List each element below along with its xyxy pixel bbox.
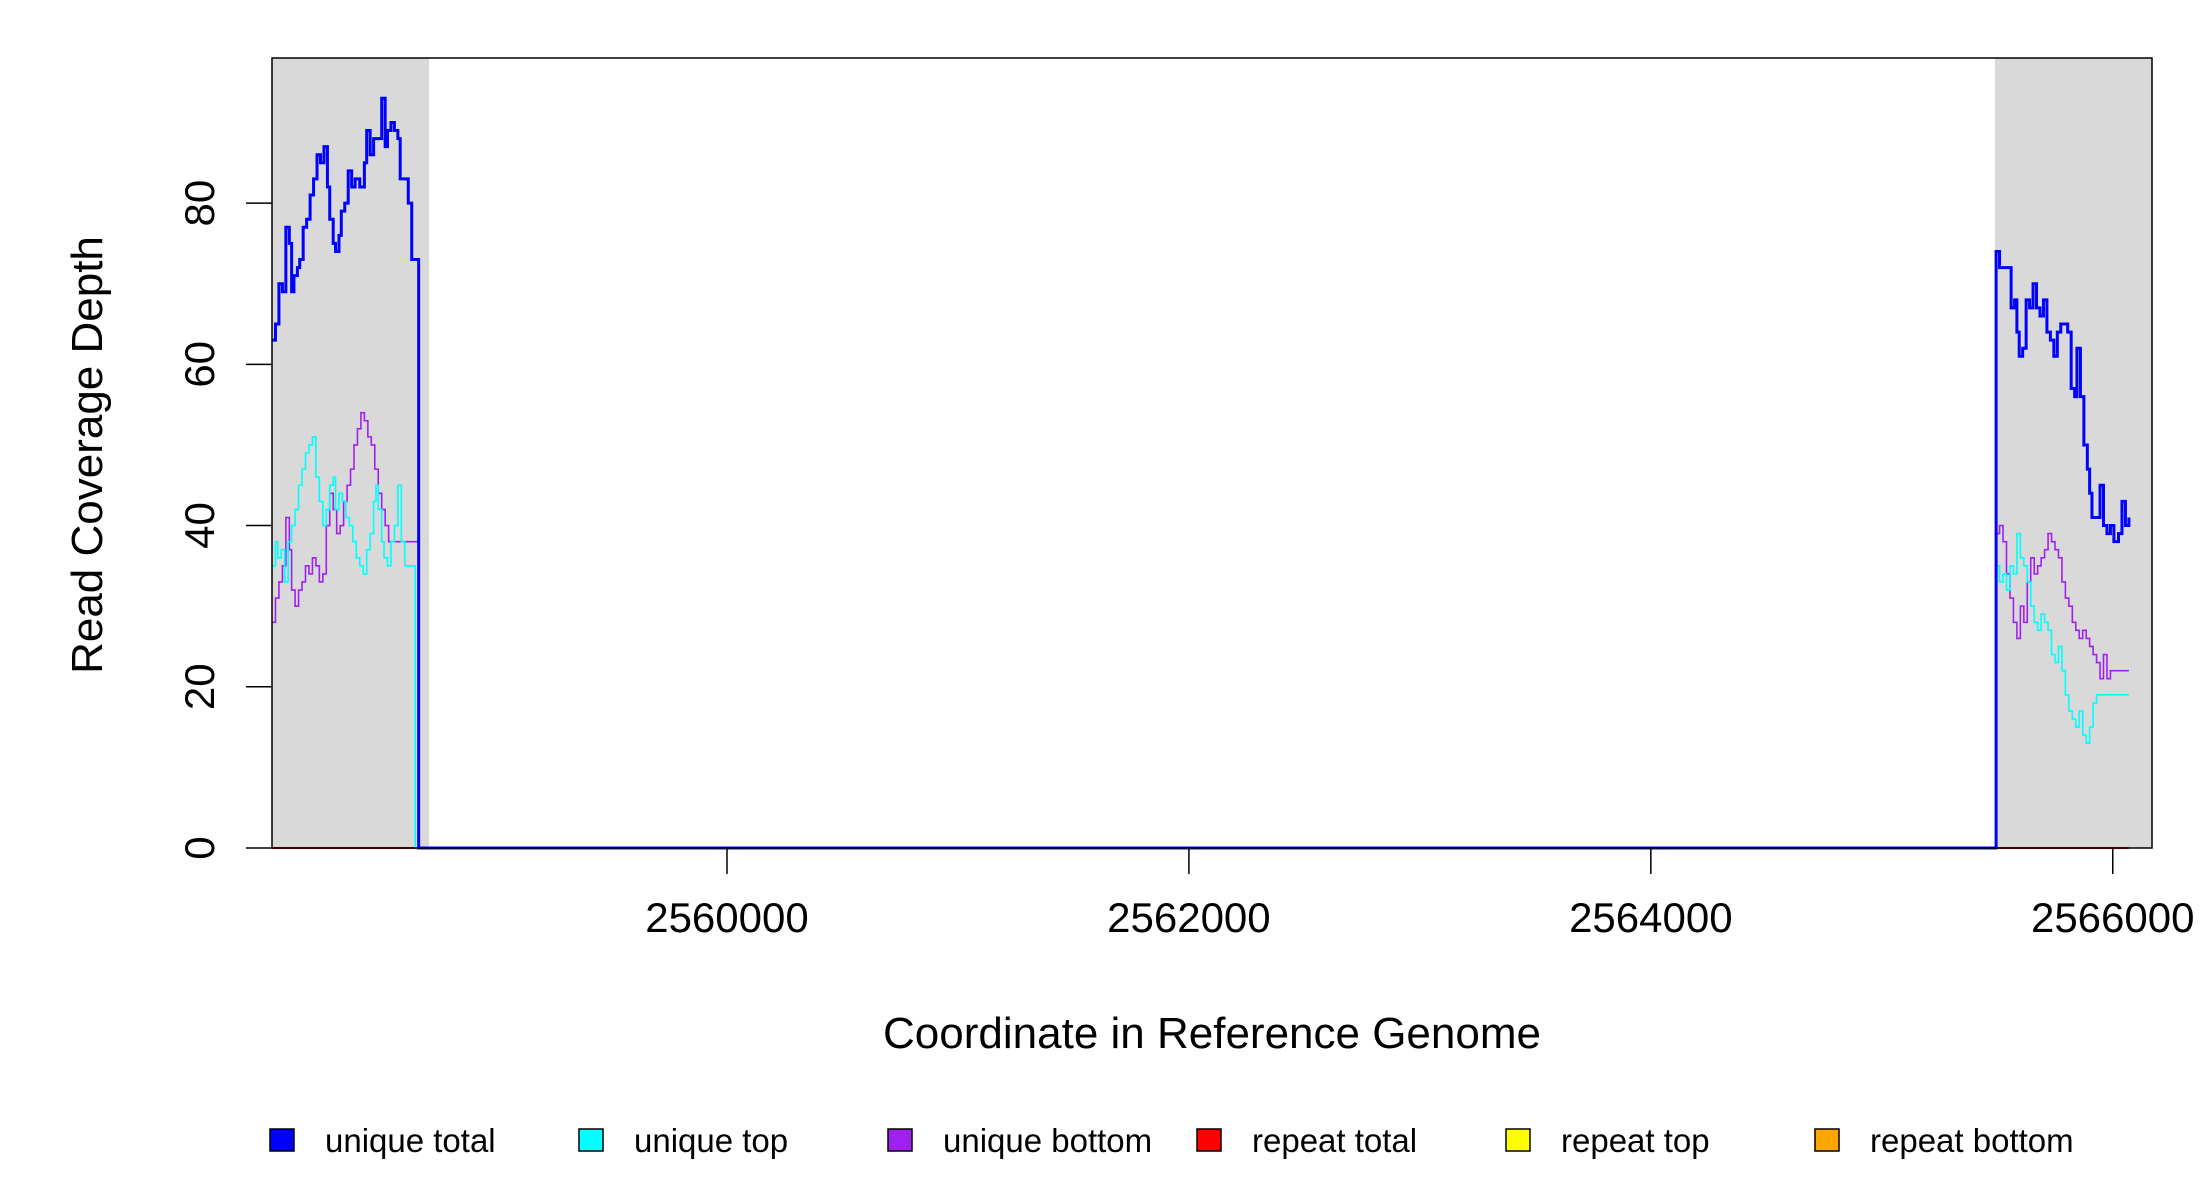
y-tick-label: 20 (176, 663, 223, 710)
legend-label: unique bottom (943, 1122, 1152, 1159)
shaded-region-0 (272, 58, 430, 848)
shaded-region-1 (1994, 58, 2152, 848)
y-tick-label: 60 (176, 341, 223, 388)
legend-swatch (578, 1128, 604, 1152)
x-axis-title: Coordinate in Reference Genome (883, 1009, 1541, 1058)
legend-swatch (1505, 1128, 1531, 1152)
y-tick-label: 40 (176, 502, 223, 549)
legend-label: unique top (634, 1122, 788, 1159)
x-tick-label: 2560000 (645, 894, 809, 941)
y-tick-label: 80 (176, 180, 223, 227)
legend-label: repeat top (1561, 1122, 1710, 1159)
legend-swatch (1814, 1128, 1840, 1152)
legend-label: repeat total (1252, 1122, 1417, 1159)
y-axis: 0 20 40 60 80 (176, 180, 272, 860)
series-unique-total (272, 96, 2131, 850)
series-unique-bottom (272, 411, 2129, 849)
x-tick-label: 2566000 (2031, 894, 2195, 941)
y-axis-title: Read Coverage Depth (63, 236, 112, 674)
x-tick-label: 2564000 (1569, 894, 1733, 941)
x-tick-label: 2562000 (1107, 894, 1271, 941)
series-lines (272, 96, 2131, 850)
legend: unique total unique top unique bottom repea… (269, 1122, 2074, 1159)
legend-label: unique total (325, 1122, 496, 1159)
shaded-regions (272, 58, 2152, 848)
plot-frame (271, 57, 2153, 849)
legend-label: repeat bottom (1870, 1122, 2074, 1159)
y-tick-label: 0 (176, 836, 223, 859)
series-unique-top (272, 436, 2129, 849)
x-axis: 2560000 2562000 2564000 2566000 (645, 848, 2194, 941)
legend-swatch (1196, 1128, 1222, 1152)
legend-swatch (887, 1128, 913, 1152)
legend-swatch (269, 1128, 295, 1152)
